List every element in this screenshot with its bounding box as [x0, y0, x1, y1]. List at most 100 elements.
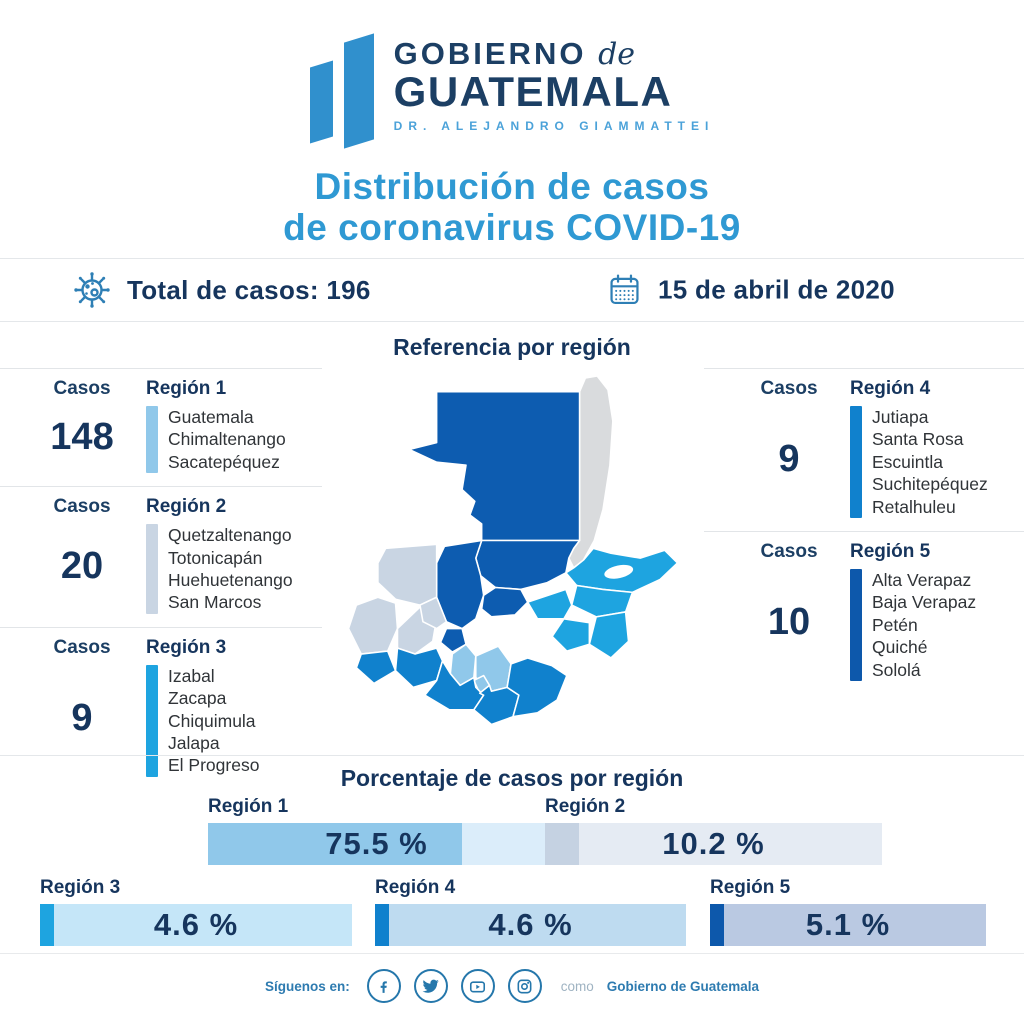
pct-bar-track: 5.1 % — [710, 904, 986, 946]
map-lake-izabal — [604, 564, 634, 579]
cases-column: Casos 9 — [738, 378, 840, 518]
cases-label: Casos — [53, 378, 111, 399]
logo-word-gobierno: GOBIERNO — [393, 36, 587, 71]
facebook-icon[interactable] — [366, 969, 401, 1003]
logo-gobierno: GOBIERNO de — [393, 36, 715, 71]
region-3-color-swatch — [146, 664, 158, 777]
department: Petén — [872, 614, 918, 635]
pct-bar-track: 4.6 % — [40, 904, 352, 946]
pct-bar-fill — [40, 904, 55, 946]
region-column: Región 1 Guatemala Chimaltenango Sacatep… — [136, 378, 322, 474]
pct-bar-region-2: Región 2 10.2 % — [545, 796, 882, 865]
pct-bar-label: Región 4 — [375, 877, 456, 898]
region-cards-right: Casos 9 Región 4 Jutiapa Santa Rosa Escu… — [704, 368, 1024, 694]
cases-count-region-4: 9 — [778, 437, 800, 480]
instagram-icon[interactable] — [507, 969, 542, 1003]
map-region-3-chiquimula — [588, 611, 630, 659]
pct-bar-value: 5.1 % — [805, 907, 891, 942]
region-card-2: Casos 20 Región 2 Quetzaltenango Totonic… — [0, 486, 322, 627]
region-4-name: Región 4 — [850, 378, 931, 399]
cases-label: Casos — [760, 540, 818, 562]
pct-bar-region-1: Región 1 75.5 % — [208, 796, 545, 865]
cases-count-region-2: 20 — [60, 544, 104, 587]
pct-bar-track: 4.6 % — [375, 904, 686, 946]
region-card-3: Casos 9 Región 3 Izabal Zacapa Chiquimul… — [0, 626, 322, 790]
logo-bar-right — [343, 33, 374, 149]
region-column: Región 2 Quetzaltenango Totonicapán Hueh… — [136, 496, 322, 614]
pct-bar-fill — [545, 823, 580, 865]
pct-bar-label: Región 1 — [208, 796, 289, 817]
department: Zacapa — [168, 688, 227, 709]
map-region-5-baja-verapaz — [480, 586, 529, 618]
pct-bar-fill — [375, 904, 390, 946]
department: Suchitepéquez — [872, 474, 988, 495]
pct-bar-fill — [208, 823, 463, 865]
logo-guatemala: GUATEMALA — [393, 67, 673, 115]
region-3-departments: Izabal Zacapa Chiquimula Jalapa El Progr… — [168, 665, 259, 777]
department: San Marcos — [168, 592, 262, 613]
cases-label: Casos — [53, 636, 111, 658]
guatemala-map — [326, 372, 700, 756]
guatemala-map-svg — [347, 375, 679, 726]
total-cases-stat: Total de casos: 196 — [72, 270, 371, 310]
department: Escuintla — [872, 451, 944, 472]
logo-president-name: DR. ALEJANDRO GIAMMATTEI — [393, 119, 715, 134]
map-region-5-solola — [439, 627, 467, 653]
calendar-icon — [610, 274, 639, 305]
region-5-name: Región 5 — [850, 540, 931, 562]
department: Jutiapa — [872, 407, 929, 427]
department: Alta Verapaz — [872, 569, 972, 590]
department: Chiquimula — [168, 710, 256, 731]
pct-bar-region-3: Región 3 4.6 % — [40, 877, 352, 946]
report-date-stat: 15 de abril de 2020 — [606, 272, 895, 309]
footer: Síguenos en: como Gobierno de Guatemala — [0, 963, 1024, 1009]
department: Guatemala — [168, 407, 254, 427]
logo-bars-icon — [309, 26, 374, 149]
reference-section-heading: Referencia por región — [393, 334, 631, 360]
total-cases-text: Total de casos: 196 — [127, 274, 371, 305]
pct-bar-region-4: Región 4 4.6 % — [375, 877, 686, 946]
region-2-departments: Quetzaltenango Totonicapán Huehuetenango… — [168, 524, 293, 614]
virus-icon — [74, 272, 110, 308]
pct-bar-label: Región 2 — [545, 796, 626, 817]
map-region-3-el-progreso — [526, 588, 573, 620]
region-card-1: Casos 148 Región 1 Guatemala Chimaltenan… — [0, 368, 322, 486]
map-region-2-san-marcos — [347, 596, 399, 655]
como-label: como — [560, 978, 594, 994]
logo-bar-left — [309, 60, 333, 144]
youtube-icon[interactable] — [460, 969, 495, 1003]
department: Sacatepéquez — [168, 451, 280, 472]
region-column: Región 3 Izabal Zacapa Chiquimula Jalapa… — [136, 637, 322, 777]
department: Sololá — [872, 659, 921, 680]
cases-count-region-5: 10 — [767, 600, 811, 643]
page-title-line2: de coronavirus COVID-19 — [283, 207, 741, 249]
pct-bar-value: 10.2 % — [662, 826, 765, 861]
region-card-4: Casos 9 Región 4 Jutiapa Santa Rosa Escu… — [704, 368, 1024, 531]
map-region-5-alta-verapaz — [475, 539, 581, 591]
department: Izabal — [168, 665, 215, 686]
map-region-3-jalapa — [551, 618, 591, 652]
twitter-icon[interactable] — [413, 969, 448, 1003]
map-region-4-jutiapa — [506, 657, 568, 718]
region-4-color-swatch — [850, 406, 862, 518]
pct-bar-value: 4.6 % — [153, 907, 239, 942]
region-1-color-swatch — [146, 406, 158, 474]
cases-column: Casos 10 — [738, 541, 840, 681]
map-region-2-totonicapan — [419, 596, 448, 630]
department: Jalapa — [168, 732, 220, 753]
department: Baja Verapaz — [872, 592, 977, 613]
cases-column: Casos 20 — [28, 496, 136, 614]
pct-bar-value: 75.5 % — [325, 826, 428, 861]
map-region-4-retalhuleu — [355, 650, 397, 685]
footer-divider — [0, 953, 1024, 954]
department: El Progreso — [168, 755, 260, 776]
region-5-departments: Alta Verapaz Baja Verapaz Petén Quiché S… — [872, 569, 976, 681]
cases-column: Casos 148 — [28, 378, 136, 473]
pct-bar-label: Región 3 — [40, 877, 121, 898]
region-card-5: Casos 10 Región 5 Alta Verapaz Baja Vera… — [704, 530, 1024, 694]
region-1-name: Región 1 — [146, 378, 227, 399]
map-region-2-huehuetenango — [377, 543, 438, 606]
report-date-text: 15 de abril de 2020 — [658, 274, 895, 305]
page-title: Distribución de casos de coronavirus COV… — [0, 166, 1024, 249]
